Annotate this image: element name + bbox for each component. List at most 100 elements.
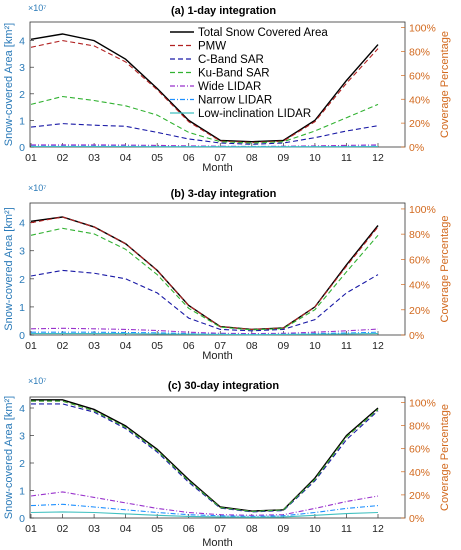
y-tick-label: 1	[19, 302, 25, 314]
y-right-tick-label: 100%	[409, 397, 436, 409]
x-tick-label: 06	[183, 523, 195, 535]
exponent-label: ×10⁷	[28, 183, 47, 193]
legend-label: Low-inclination LIDAR	[198, 108, 311, 120]
x-tick-label: 05	[151, 523, 163, 535]
legend-label: Wide LIDAR	[198, 81, 261, 93]
x-tick-label: 01	[25, 152, 37, 164]
y-right-tick-label: 100%	[409, 204, 436, 216]
x-axis-label: Month	[202, 162, 233, 174]
y-tick-label: 3	[19, 246, 25, 258]
y-tick-label: 4	[19, 403, 25, 415]
x-tick-label: 06	[183, 152, 195, 164]
series-line-3	[30, 269, 379, 332]
y-tick-label: 0	[19, 513, 25, 525]
y-right-tick-label: 80%	[409, 421, 430, 433]
x-tick-label: 01	[25, 340, 37, 352]
series-line-4	[30, 95, 379, 144]
y-tick-label: 2	[19, 274, 25, 286]
x-tick-label: 04	[120, 523, 132, 535]
x-tick-label: 09	[278, 340, 290, 352]
y-right-tick-label: 80%	[409, 47, 430, 59]
series-line-1	[30, 33, 379, 143]
y-right-tick-label: 60%	[409, 444, 430, 456]
series-line-5	[31, 144, 379, 148]
x-tick-label: 06	[183, 340, 195, 352]
legend-label: Ku-Band SAR	[198, 68, 270, 80]
y-right-tick-label: 80%	[409, 229, 430, 241]
exponent-label: ×10⁷	[28, 3, 47, 13]
series-line-7	[30, 511, 379, 518]
plot-frame	[29, 396, 406, 519]
x-tick-label: 03	[88, 523, 100, 535]
x-tick-label: 03	[88, 340, 100, 352]
x-tick-label: 07	[214, 340, 226, 352]
y-right-axis-label: Coverage Percentage	[439, 404, 451, 511]
y-tick-label: 1	[19, 486, 25, 498]
series-line-3	[30, 123, 379, 145]
x-axis-label: Month	[202, 350, 233, 362]
y-right-tick-label: 60%	[409, 254, 430, 266]
chart-panel-2: (b) 3-day integration×10⁷012340%20%40%60…	[3, 183, 451, 362]
y-tick-label: 0	[19, 142, 25, 154]
chart-title: (b) 3-day integration	[171, 188, 277, 200]
x-tick-label: 11	[341, 340, 352, 352]
chart-title: (c) 30-day integration	[168, 380, 280, 392]
series-line-3	[31, 403, 379, 513]
y-right-tick-label: 40%	[409, 94, 430, 106]
x-tick-label: 02	[57, 523, 69, 535]
series-line-2	[30, 216, 379, 330]
x-tick-label: 05	[151, 152, 163, 164]
x-tick-label: 02	[57, 152, 69, 164]
y-axis-label: Snow-covered Area [km²]	[3, 396, 15, 520]
x-tick-label: 05	[151, 340, 163, 352]
x-tick-label: 08	[246, 340, 258, 352]
x-tick-label: 12	[372, 340, 384, 352]
series-line-6	[30, 503, 379, 517]
y-tick-label: 2	[19, 89, 25, 101]
y-right-tick-label: 0%	[409, 142, 424, 154]
series-line-1	[30, 216, 379, 331]
legend-label: C-Band SAR	[198, 54, 264, 66]
y-axis-label: Snow-covered Area [km²]	[3, 207, 15, 331]
y-right-tick-label: 40%	[409, 280, 430, 292]
y-tick-label: 3	[19, 431, 25, 443]
y-right-axis-label: Coverage Percentage	[439, 31, 451, 138]
x-tick-label: 10	[309, 340, 321, 352]
x-tick-label: 10	[309, 152, 321, 164]
series-line-4	[31, 400, 379, 512]
legend-label: Narrow LIDAR	[198, 95, 272, 107]
x-axis-label: Month	[202, 537, 233, 549]
series-line-2	[30, 40, 379, 144]
x-tick-label: 03	[88, 152, 100, 164]
y-right-tick-label: 100%	[409, 23, 436, 35]
legend-label: Total Snow Covered Area	[198, 27, 328, 39]
series-line-5	[30, 327, 379, 335]
chart-title: (a) 1-day integration	[171, 5, 276, 17]
y-right-tick-label: 40%	[409, 467, 430, 479]
x-tick-label: 04	[120, 340, 132, 352]
x-tick-label: 08	[246, 523, 258, 535]
y-tick-label: 4	[19, 36, 25, 48]
x-tick-label: 10	[309, 523, 321, 535]
chart-panel-3: (c) 30-day integration×10⁷012340%20%40%6…	[3, 376, 451, 549]
y-right-tick-label: 60%	[409, 70, 430, 82]
series-line-5	[30, 491, 379, 516]
x-tick-label: 01	[25, 523, 37, 535]
y-right-tick-label: 0%	[409, 513, 424, 525]
y-right-tick-label: 20%	[409, 490, 430, 502]
y-right-axis-label: Coverage Percentage	[439, 215, 451, 322]
y-tick-label: 3	[19, 62, 25, 74]
legend-label: PMW	[198, 41, 226, 53]
series-line-1	[31, 399, 379, 512]
x-tick-label: 02	[57, 340, 69, 352]
chart-panel-1: (a) 1-day integration×10⁷012340%20%40%60…	[3, 3, 451, 174]
x-tick-label: 07	[214, 523, 226, 535]
x-tick-label: 12	[372, 152, 384, 164]
plot-frame	[29, 202, 406, 336]
x-tick-label: 08	[246, 152, 258, 164]
x-tick-label: 11	[341, 152, 352, 164]
exponent-label: ×10⁷	[28, 376, 47, 386]
y-tick-label: 0	[19, 330, 25, 342]
